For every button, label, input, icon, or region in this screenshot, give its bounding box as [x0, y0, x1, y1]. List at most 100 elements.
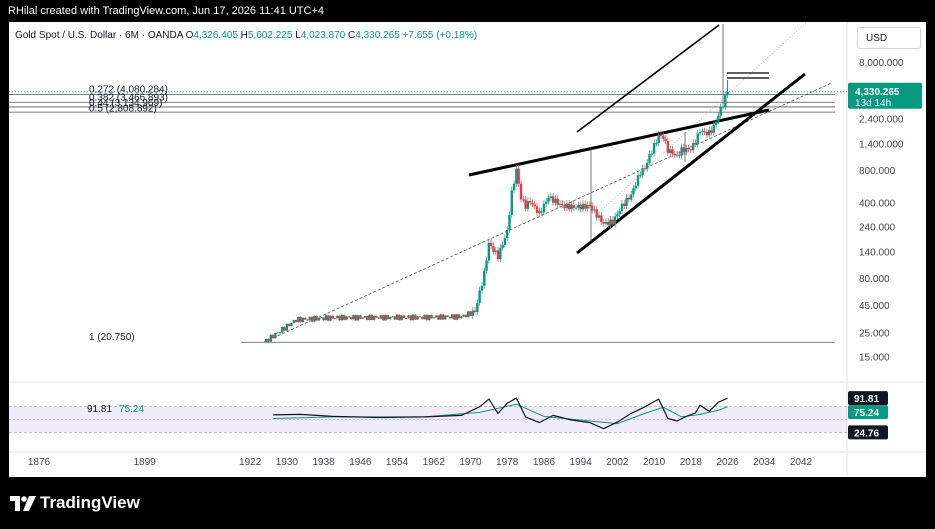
candle-body-96 — [485, 260, 488, 271]
chart-canvas[interactable]: 8,000.000 2,400.000 1,400.000 800.000 400.00… — [9, 22, 926, 477]
candle-body-28 — [329, 315, 332, 321]
candle-body-91 — [473, 310, 477, 313]
rsi-legend-ma: 75.24 — [119, 404, 144, 415]
candle-body-84 — [457, 314, 461, 319]
candle-body-131 — [565, 203, 569, 209]
candle-body-17 — [304, 317, 307, 320]
fib-label-1: 0.382 (3,466.893) — [89, 93, 168, 104]
candle-body-107 — [510, 190, 514, 215]
candle-body-185 — [689, 149, 693, 151]
candle-body-150 — [609, 219, 612, 226]
candle-body-105 — [506, 229, 509, 239]
candle-body-173 — [662, 135, 665, 139]
candle-body-88 — [466, 311, 470, 318]
y-tick-label-8: 45.000 — [859, 301, 890, 312]
candle-body-55 — [391, 316, 394, 318]
candle-body-9 — [285, 323, 289, 331]
candle-body-167 — [648, 154, 651, 163]
candle-body-130 — [563, 205, 566, 209]
candle-body-4 — [274, 333, 277, 339]
candle-body-66 — [416, 316, 419, 320]
x-tick-label-14: 2018 — [680, 457, 703, 468]
candle-body-47 — [372, 315, 376, 321]
candle-body-14 — [297, 316, 300, 323]
candle-body-102 — [499, 247, 502, 260]
candle-body-137 — [579, 205, 582, 210]
candle-body-191 — [703, 131, 706, 133]
candle-body-31 — [336, 315, 339, 319]
candle-body-30 — [333, 318, 337, 320]
x-tick-label-3: 1930 — [276, 457, 299, 468]
candle-body-37 — [349, 317, 353, 320]
candle-body-75 — [437, 315, 440, 320]
candle-body-143 — [593, 209, 596, 211]
candle-body-174 — [664, 138, 667, 142]
candle-body-45 — [368, 314, 371, 320]
candle-body-117 — [533, 204, 536, 207]
x-tick-label-4: 1938 — [312, 457, 335, 468]
candle-body-112 — [522, 199, 525, 201]
price-badge-bg — [848, 82, 922, 109]
symbol-legend: Gold Spot / U.S. Dollar · 6M · OANDA O4,… — [15, 30, 477, 41]
rsi-badge-bg-2 — [848, 425, 888, 440]
x-tick-label-13: 2010 — [643, 457, 666, 468]
candle-body-119 — [538, 211, 541, 214]
x-tick-label-16: 2034 — [753, 457, 776, 468]
candle-body-122 — [545, 201, 548, 204]
candle-body-11 — [290, 322, 293, 327]
candle-body-52 — [384, 314, 387, 321]
x-tick-label-15: 2026 — [716, 457, 739, 468]
candle-body-132 — [567, 203, 571, 210]
candle-body-140 — [586, 204, 589, 209]
x-tick-label-8: 1970 — [459, 457, 482, 468]
candle-body-139 — [584, 203, 587, 209]
candle-body-196 — [714, 121, 718, 126]
candle-body-2 — [269, 334, 273, 342]
rsi-badge-bg-0 — [848, 391, 888, 406]
candle-body-23 — [317, 317, 321, 321]
candle-body-149 — [607, 221, 610, 226]
candle-body-154 — [618, 211, 621, 215]
candle-body-50 — [379, 315, 383, 319]
x-tick-label-9: 1978 — [496, 457, 519, 468]
candle-body-151 — [611, 219, 614, 225]
candle-body-56 — [393, 316, 396, 320]
channel-upper-line — [576, 24, 720, 133]
fib-label-2: 0.44 (3,134.969) — [89, 98, 162, 109]
candle-body-62 — [407, 315, 410, 319]
candle-body-42 — [361, 317, 364, 319]
candle-body-128 — [558, 203, 562, 205]
candle-body-184 — [687, 148, 690, 150]
candle-body-165 — [643, 168, 647, 170]
candle-body-73 — [432, 317, 435, 319]
candle-body-13 — [294, 320, 298, 323]
candle-body-144 — [595, 209, 598, 218]
candle-body-3 — [271, 334, 275, 339]
candle-body-70 — [425, 314, 429, 321]
y-tick-label-0: 8,000.000 — [859, 58, 904, 69]
candle-body-171 — [657, 134, 660, 143]
candle-body-186 — [691, 142, 695, 151]
log-trend-line — [263, 82, 832, 343]
candle-body-0 — [265, 338, 268, 343]
candle-body-99 — [492, 246, 495, 252]
candle-body-146 — [600, 215, 603, 223]
candle-body-21 — [313, 316, 316, 322]
candle-body-48 — [375, 315, 378, 318]
candle-body-200 — [724, 95, 727, 107]
currency-button[interactable]: USD — [857, 27, 921, 49]
x-tick-label-1: 1899 — [133, 457, 156, 468]
candle-body-155 — [620, 203, 624, 212]
candle-body-180 — [678, 154, 681, 156]
candle-body-8 — [283, 326, 286, 331]
candle-body-74 — [434, 315, 438, 318]
candle-body-79 — [446, 315, 449, 317]
tradingview-logo-icon — [10, 496, 36, 511]
candle-body-32 — [338, 315, 341, 321]
y-tick-label-9: 25.000 — [859, 329, 890, 340]
chart-panel[interactable]: 8,000.000 2,400.000 1,400.000 800.000 400.00… — [9, 22, 926, 477]
candle-body-170 — [655, 142, 658, 144]
candle-body-106 — [508, 214, 511, 230]
candle-body-100 — [494, 250, 497, 252]
